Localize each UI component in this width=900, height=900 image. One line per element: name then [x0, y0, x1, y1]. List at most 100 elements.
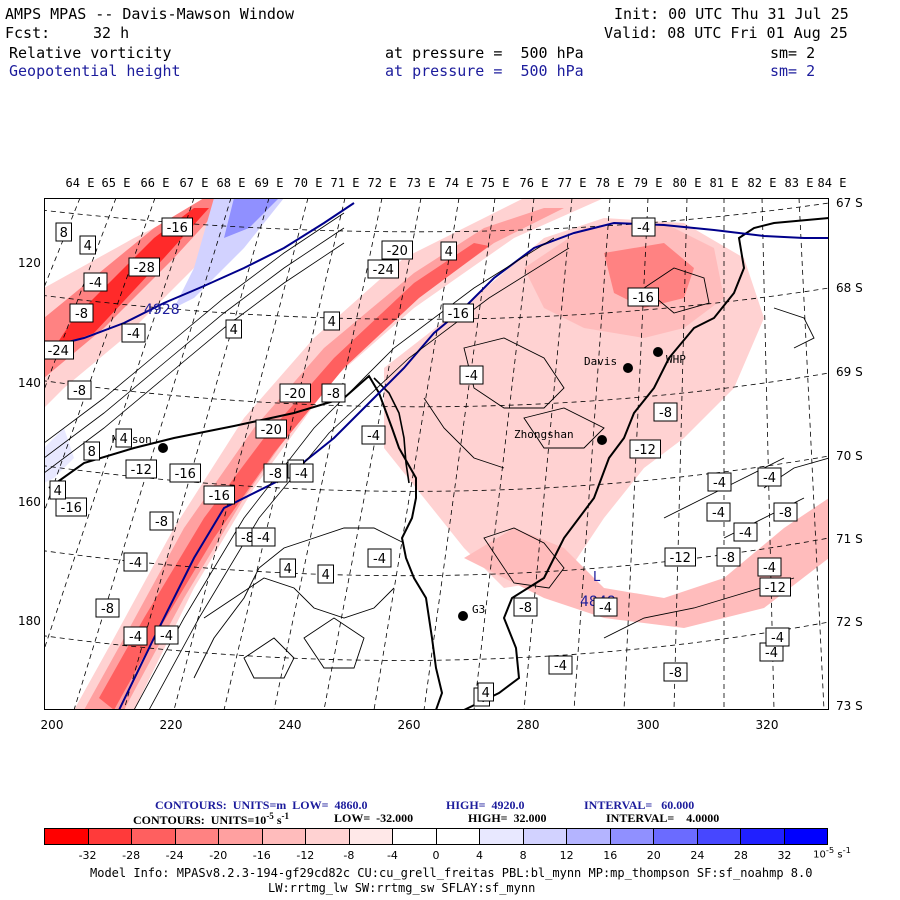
- x-tick-label: 220: [159, 718, 183, 732]
- lon-label: 78 E: [595, 176, 625, 190]
- colorbar-cell: [306, 829, 350, 844]
- contours-vorticity-units-exp2: -1: [281, 811, 289, 821]
- colorbar-unit-base: 10: [813, 849, 826, 861]
- contours-height-summary: CONTOURS: UNITS=m LOW= 4860.0: [155, 798, 368, 812]
- colorbar-cell: [132, 829, 176, 844]
- vorticity-contour-label-text: -20: [387, 244, 408, 259]
- vorticity-contour-label-text: -4: [739, 526, 752, 541]
- lat-label: 72 S: [836, 615, 863, 629]
- vorticity-contour-label: -4: [361, 425, 386, 445]
- lon-label: 73 E: [406, 176, 436, 190]
- vorticity-contour-label: -16: [442, 303, 474, 323]
- field1-smoothing: sm= 2: [770, 44, 816, 62]
- contours-vorticity-units: CONTOURS: UNITS=10-5 s-1: [133, 811, 289, 828]
- vorticity-contour-label: -16: [203, 485, 235, 505]
- vorticity-contour-label-text: -24: [373, 263, 394, 278]
- lon-label: 70 E: [293, 176, 323, 190]
- lat-label: 71 S: [836, 532, 863, 546]
- colorbar-cell: [262, 829, 306, 844]
- vorticity-contour-label-text: 4: [482, 686, 490, 701]
- vorticity-contour-label-text: -16: [633, 291, 654, 306]
- vorticity-contour-label: -8: [653, 402, 678, 422]
- vorticity-contour-label: 4: [79, 235, 96, 255]
- colorbar-label: -24: [165, 849, 184, 862]
- colorbar-label: 24: [690, 849, 705, 862]
- y-tick-label: 140: [18, 376, 41, 390]
- vorticity-contour-label: -28: [128, 257, 160, 277]
- contours-vorticity-units-prefix: CONTOURS: UNITS=10: [133, 813, 267, 827]
- station-label-zhongshan: Zhongshan: [514, 428, 574, 441]
- lat-label: 69 S: [836, 365, 863, 379]
- vorticity-contour-label-text: 4: [284, 562, 292, 577]
- station-label-whp: WHP: [666, 353, 686, 366]
- field2-smoothing: sm= 2: [770, 62, 816, 80]
- vorticity-contour-label: -4: [251, 527, 276, 547]
- contours-vorticity-units-tail: s: [273, 813, 282, 827]
- colorbar-label: 4: [476, 849, 484, 862]
- colorbar-label: -12: [296, 849, 315, 862]
- forecast-hours: 32 h: [93, 24, 130, 42]
- plot-title: AMPS MPAS -- Davis-Mawson Window: [5, 5, 294, 23]
- vorticity-contour-label: 4: [225, 319, 242, 339]
- colorbar-cell: [480, 829, 524, 844]
- vorticity-contour-label-text: -8: [269, 467, 282, 482]
- height-label: 4928: [144, 302, 180, 318]
- model-info-line2: LW:rrtmg_lw SW:rrtmg_sw SFLAY:sf_mynn: [268, 881, 536, 895]
- lon-label: 68 E: [216, 176, 246, 190]
- vorticity-contour-label-text: -20: [261, 423, 282, 438]
- vorticity-contour-label: -4: [707, 472, 732, 492]
- vorticity-contour-label: 8: [55, 222, 72, 242]
- vorticity-contour-label: -8: [95, 598, 120, 618]
- contours-height-high: HIGH= 4920.0: [446, 798, 525, 812]
- vorticity-contour-label-text: -28: [134, 261, 155, 276]
- vorticity-contour-label-text: -4: [160, 629, 173, 644]
- colorbar-cell: [88, 829, 132, 844]
- colorbar-cell: [393, 829, 437, 844]
- vorticity-contour-label-text: -4: [367, 429, 380, 444]
- colorbar-cell: [610, 829, 654, 844]
- vorticity-contour-label-text: 4: [120, 432, 128, 447]
- vorticity-contour-label: -4: [154, 625, 179, 645]
- vorticity-contour-label-text: -8: [722, 551, 735, 566]
- vorticity-contour-label-text: -4: [763, 561, 776, 576]
- colorbar-cell: [654, 829, 698, 844]
- vorticity-contour-label: -8: [149, 511, 174, 531]
- colorbar-label: -20: [209, 849, 228, 862]
- vorticity-contour-label-text: -8: [519, 601, 532, 616]
- vorticity-contour-label-text: 4: [445, 245, 453, 260]
- vorticity-contour-label: -4: [367, 548, 392, 568]
- contours-vorticity-low: LOW= -32.000: [334, 811, 414, 825]
- x-tick-label: 300: [636, 718, 660, 732]
- station-marker-icon: [623, 363, 633, 373]
- colorbar: [44, 828, 828, 845]
- low-pressure-marker: L: [593, 570, 601, 585]
- model-info-line1: Model Info: MPASv8.2.3-194-gf29cd82c CU:…: [90, 866, 813, 880]
- y-tick-label: 180: [18, 614, 41, 628]
- vorticity-contour-label: -12: [759, 577, 791, 597]
- contours-vorticity-units-exp: -5: [266, 811, 274, 821]
- vorticity-band-main-max: [99, 243, 489, 710]
- vorticity-contour-label: -8: [321, 383, 346, 403]
- station-marker-icon: [458, 611, 468, 621]
- vorticity-contour-label: -8: [69, 303, 94, 323]
- vorticity-contour-label-text: -12: [670, 551, 691, 566]
- vorticity-contour-label: -4: [83, 272, 108, 292]
- vorticity-contour-label: 8: [83, 441, 100, 461]
- lon-label: 69 E: [254, 176, 284, 190]
- vorticity-blue-w: [44, 428, 74, 483]
- vorticity-contour-label-text: -4: [129, 556, 142, 571]
- vorticity-contour-label-text: 4: [328, 315, 336, 330]
- lon-label: 65 E: [101, 176, 131, 190]
- contours-vorticity-interval: INTERVAL= 4.0000: [606, 811, 720, 825]
- colorbar-cell: [175, 829, 219, 844]
- vorticity-blue-nw-core: [224, 198, 279, 238]
- lat-label: 67 S: [836, 196, 863, 210]
- vorticity-contour-label: -8: [773, 502, 798, 522]
- colorbar-unit-tail: s: [834, 849, 843, 861]
- vorticity-contour-label: -24: [367, 259, 399, 279]
- vorticity-contour-label: -16: [627, 287, 659, 307]
- vorticity-contour-label-text: -4: [713, 476, 726, 491]
- lon-label: 72 E: [367, 176, 397, 190]
- vorticity-contour-label-text: -4: [295, 467, 308, 482]
